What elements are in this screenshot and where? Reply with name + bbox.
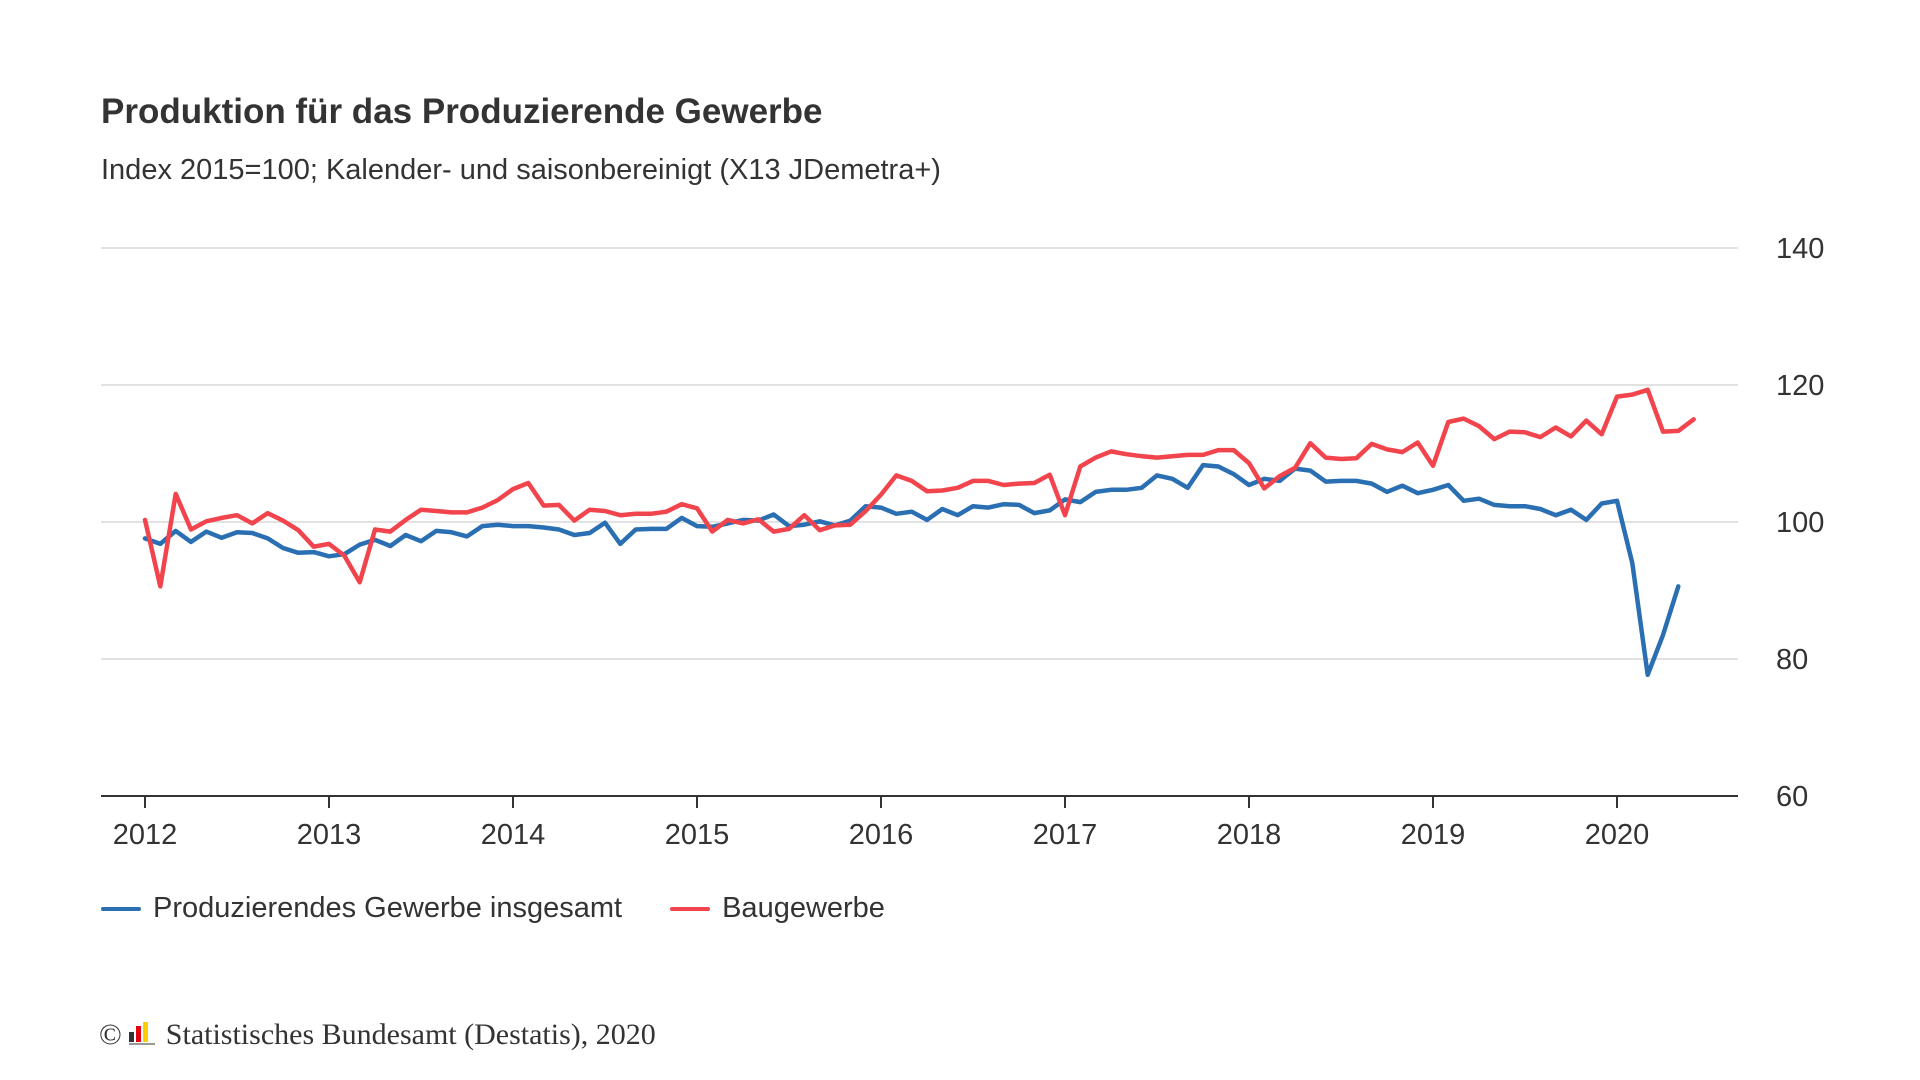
x-axis-ticks: 2012 2013 2014 2015 2016 2017 2018 2019 2020 [113, 796, 1650, 851]
series-line-0[interactable] [142, 462, 1681, 678]
x-tick-label-2020: 2020 [1585, 819, 1650, 851]
series-lines [142, 387, 1696, 678]
x-tick-label-2013: 2013 [297, 819, 362, 851]
source-credit: © Statistisches Bundesamt (Destatis), 20… [99, 1018, 656, 1052]
x-tick-label-2014: 2014 [481, 819, 546, 851]
legend-swatch-baugewerbe [670, 906, 711, 911]
y-tick-label-60: 60 [1776, 781, 1808, 813]
source-text: Statistisches Bundesamt (Destatis), 2020 [165, 1018, 656, 1051]
y-tick-label-80: 80 [1776, 644, 1808, 676]
x-tick-label-2015: 2015 [665, 819, 730, 851]
legend-item-baugewerbe[interactable]: Baugewerbe [670, 892, 885, 925]
x-tick-label-2019: 2019 [1401, 819, 1466, 851]
y-axis-ticks: 60 80 100 120 140 [1776, 233, 1824, 813]
y-tick-label-100: 100 [1776, 507, 1824, 539]
series-line-1[interactable] [142, 387, 1696, 589]
chart-subtitle: Index 2015=100; Kalender- und saisonbere… [101, 154, 941, 186]
y-tick-label-120: 120 [1776, 370, 1824, 402]
x-tick-label-2018: 2018 [1217, 819, 1282, 851]
legend: Produzierendes Gewerbe insgesamt Baugewe… [101, 892, 933, 925]
gridlines [101, 247, 1738, 660]
y-tick-label-140: 140 [1776, 233, 1824, 265]
x-tick-label-2016: 2016 [849, 819, 914, 851]
legend-label-gesamt: Produzierendes Gewerbe insgesamt [153, 892, 623, 924]
legend-swatch-gesamt [101, 906, 141, 911]
destatis-logo-icon [128, 1022, 155, 1045]
chart-title: Produktion für das Produzierende Gewerbe [101, 92, 823, 131]
copyright-symbol: © [99, 1018, 122, 1051]
x-tick-label-2012: 2012 [113, 819, 178, 851]
legend-item-gesamt[interactable]: Produzierendes Gewerbe insgesamt [101, 892, 622, 925]
x-tick-label-2017: 2017 [1033, 819, 1098, 851]
legend-label-baugewerbe: Baugewerbe [722, 892, 885, 924]
